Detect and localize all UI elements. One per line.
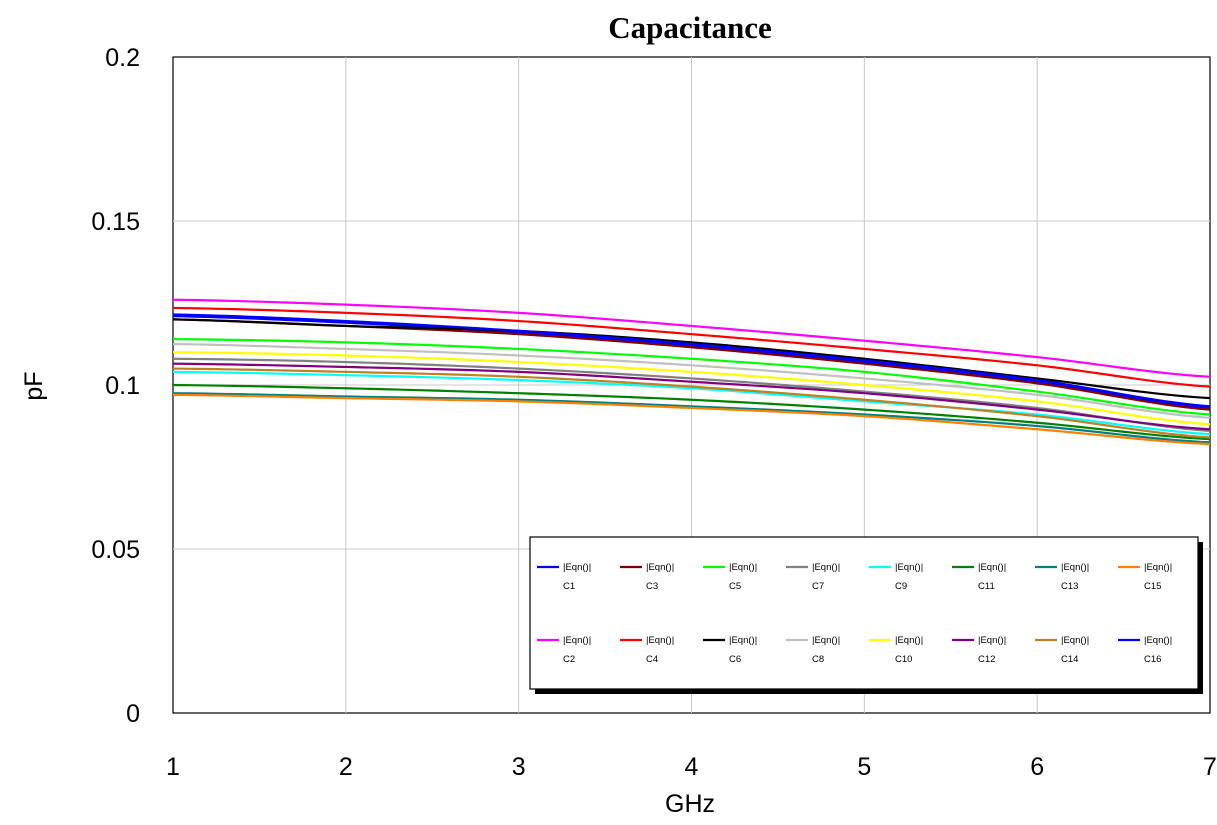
- legend-sublabel: C7: [812, 581, 824, 592]
- x-tick-label: 6: [1030, 753, 1044, 781]
- legend-label: |Eqn()|: [1144, 635, 1172, 646]
- legend-label: |Eqn()|: [1144, 562, 1172, 573]
- legend-sublabel: C4: [646, 654, 658, 665]
- x-tick-label: 5: [857, 753, 871, 781]
- x-axis-label: GHz: [665, 790, 715, 818]
- legend-sublabel: C13: [1061, 581, 1078, 592]
- legend-label: |Eqn()|: [1061, 562, 1089, 573]
- legend-sublabel: C3: [646, 581, 658, 592]
- legend-sublabel: C12: [978, 654, 995, 665]
- legend-sublabel: C11: [978, 581, 995, 592]
- legend-sublabel: C15: [1144, 581, 1161, 592]
- legend-label: |Eqn()|: [646, 635, 674, 646]
- legend-label: |Eqn()|: [812, 562, 840, 573]
- series-line-c7: [172, 357, 1211, 433]
- legend-label: |Eqn()|: [812, 635, 840, 646]
- legend-label: |Eqn()|: [895, 635, 923, 646]
- legend-sublabel: C10: [895, 654, 912, 665]
- series-line-c11: [172, 383, 1211, 441]
- series-line-c4: [172, 306, 1211, 388]
- series-line-c14: [172, 367, 1211, 439]
- legend-label: |Eqn()|: [895, 562, 923, 573]
- series-line-c8: [172, 342, 1211, 419]
- chart-title: Capacitance: [608, 10, 772, 45]
- series-line-c10: [172, 351, 1211, 426]
- legend-label: |Eqn()|: [646, 562, 674, 573]
- series-lines: [172, 298, 1211, 446]
- legend-sublabel: C14: [1061, 654, 1078, 665]
- legend-label: |Eqn()|: [563, 562, 591, 573]
- x-tick-label: 1: [166, 753, 180, 781]
- y-tick-label: 0.15: [91, 208, 140, 236]
- series-line-c6: [172, 318, 1211, 400]
- x-tick-label: 3: [512, 753, 526, 781]
- legend-label: |Eqn()|: [729, 635, 757, 646]
- legend-sublabel: C16: [1144, 654, 1161, 665]
- series-line-c5: [172, 337, 1211, 416]
- legend: |Eqn()| C1 |Eqn()| C3 |Eqn()| C5 |Eqn()| C7 |Eqn…: [529, 536, 1203, 694]
- legend-sublabel: C2: [563, 654, 575, 665]
- legend-box: [529, 536, 1199, 690]
- series-line-c2: [172, 298, 1211, 378]
- legend-sublabel: C5: [729, 581, 741, 592]
- y-tick-label: 0.2: [105, 44, 140, 72]
- x-tick-labels: 1 2 3 4 5 6 7: [166, 753, 1217, 781]
- legend-label: |Eqn()|: [729, 562, 757, 573]
- y-tick-label: 0.1: [105, 372, 140, 400]
- y-axis-label: pF: [20, 371, 48, 400]
- series-line-c1: [172, 315, 1211, 410]
- series-line-c15: [172, 393, 1211, 446]
- series-line-c12: [172, 362, 1211, 431]
- legend-sublabel: C1: [563, 581, 575, 592]
- series-line-c13: [172, 392, 1211, 444]
- legend-sublabel: C9: [895, 581, 907, 592]
- legend-label: |Eqn()|: [563, 635, 591, 646]
- y-tick-labels: 0 0.05 0.1 0.15 0.2: [91, 44, 140, 728]
- legend-label: |Eqn()|: [978, 635, 1006, 646]
- series-line-c16: [172, 313, 1211, 408]
- series-line-c9: [172, 370, 1211, 436]
- y-tick-label: 0.05: [91, 536, 140, 564]
- y-tick-label: 0: [126, 700, 140, 728]
- x-tick-label: 2: [339, 753, 353, 781]
- legend-sublabel: C8: [812, 654, 824, 665]
- x-tick-label: 7: [1203, 753, 1217, 781]
- x-tick-label: 4: [685, 753, 699, 781]
- legend-sublabel: C6: [729, 654, 741, 665]
- legend-label: |Eqn()|: [1061, 635, 1089, 646]
- legend-label: |Eqn()|: [978, 562, 1006, 573]
